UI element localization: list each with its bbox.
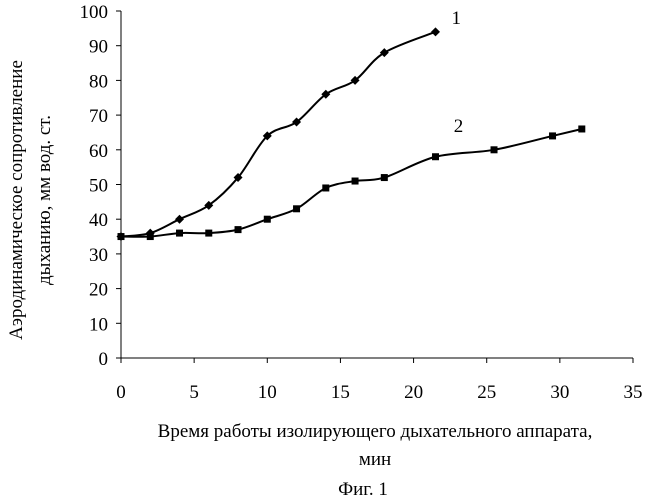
series-2-line <box>121 129 582 237</box>
y-tick-label: 30 <box>89 245 108 266</box>
data-point-square <box>176 230 183 237</box>
y-tick-label: 50 <box>89 176 108 197</box>
plot-area: 12 <box>117 8 586 241</box>
x-tick-label: 30 <box>550 382 569 403</box>
data-point-square <box>293 205 300 212</box>
y-tick-label: 20 <box>89 280 108 301</box>
data-point-square <box>205 230 212 237</box>
y-tick-label: 10 <box>89 314 108 335</box>
x-tick-label: 0 <box>116 382 126 403</box>
x-tick-label: 20 <box>404 382 423 403</box>
x-axis-label-line2: мин <box>359 449 391 470</box>
data-point-square <box>491 146 498 153</box>
axes <box>121 11 633 358</box>
data-point-square <box>352 178 359 185</box>
y-axis-label-line2: дыханию, мм вод. ст. <box>34 115 55 285</box>
y-tick-label: 90 <box>89 37 108 58</box>
y-axis-ticks: 0 10 20 30 40 50 60 70 80 90 100 <box>80 2 122 370</box>
x-axis-label-line1: Время работы изолирующего дыхательного а… <box>158 421 593 442</box>
data-point-square <box>147 233 154 240</box>
data-point-square <box>432 153 439 160</box>
y-tick-label: 40 <box>89 210 108 231</box>
data-point-square <box>322 184 329 191</box>
x-tick-label: 5 <box>189 382 199 403</box>
series-1: 1 <box>117 8 462 241</box>
data-point-square <box>549 132 556 139</box>
series-2: 2 <box>118 116 586 240</box>
data-point-square <box>381 174 388 181</box>
figure-caption: Фиг. 1 <box>338 479 388 500</box>
y-tick-label: 100 <box>80 2 109 23</box>
y-tick-label: 60 <box>89 141 108 162</box>
series-1-line <box>121 32 436 237</box>
x-tick-label: 25 <box>477 382 496 403</box>
series-2-label: 2 <box>454 116 464 137</box>
data-point-square <box>264 216 271 223</box>
y-tick-label: 80 <box>89 71 108 92</box>
data-point-square <box>578 125 585 132</box>
data-point-square <box>235 226 242 233</box>
data-point-diamond <box>175 215 184 224</box>
data-point-square <box>118 233 125 240</box>
y-tick-label: 0 <box>99 349 109 370</box>
x-tick-label: 15 <box>331 382 350 403</box>
series-1-label: 1 <box>452 8 462 29</box>
x-tick-label: 10 <box>258 382 277 403</box>
y-axis-label-line1: Аэродинамическое сопротивление <box>6 60 27 340</box>
y-tick-label: 70 <box>89 106 108 127</box>
x-tick-label: 35 <box>624 382 643 403</box>
data-point-diamond <box>431 27 440 36</box>
x-axis-ticks: 0 5 10 15 20 25 30 35 <box>116 358 642 403</box>
